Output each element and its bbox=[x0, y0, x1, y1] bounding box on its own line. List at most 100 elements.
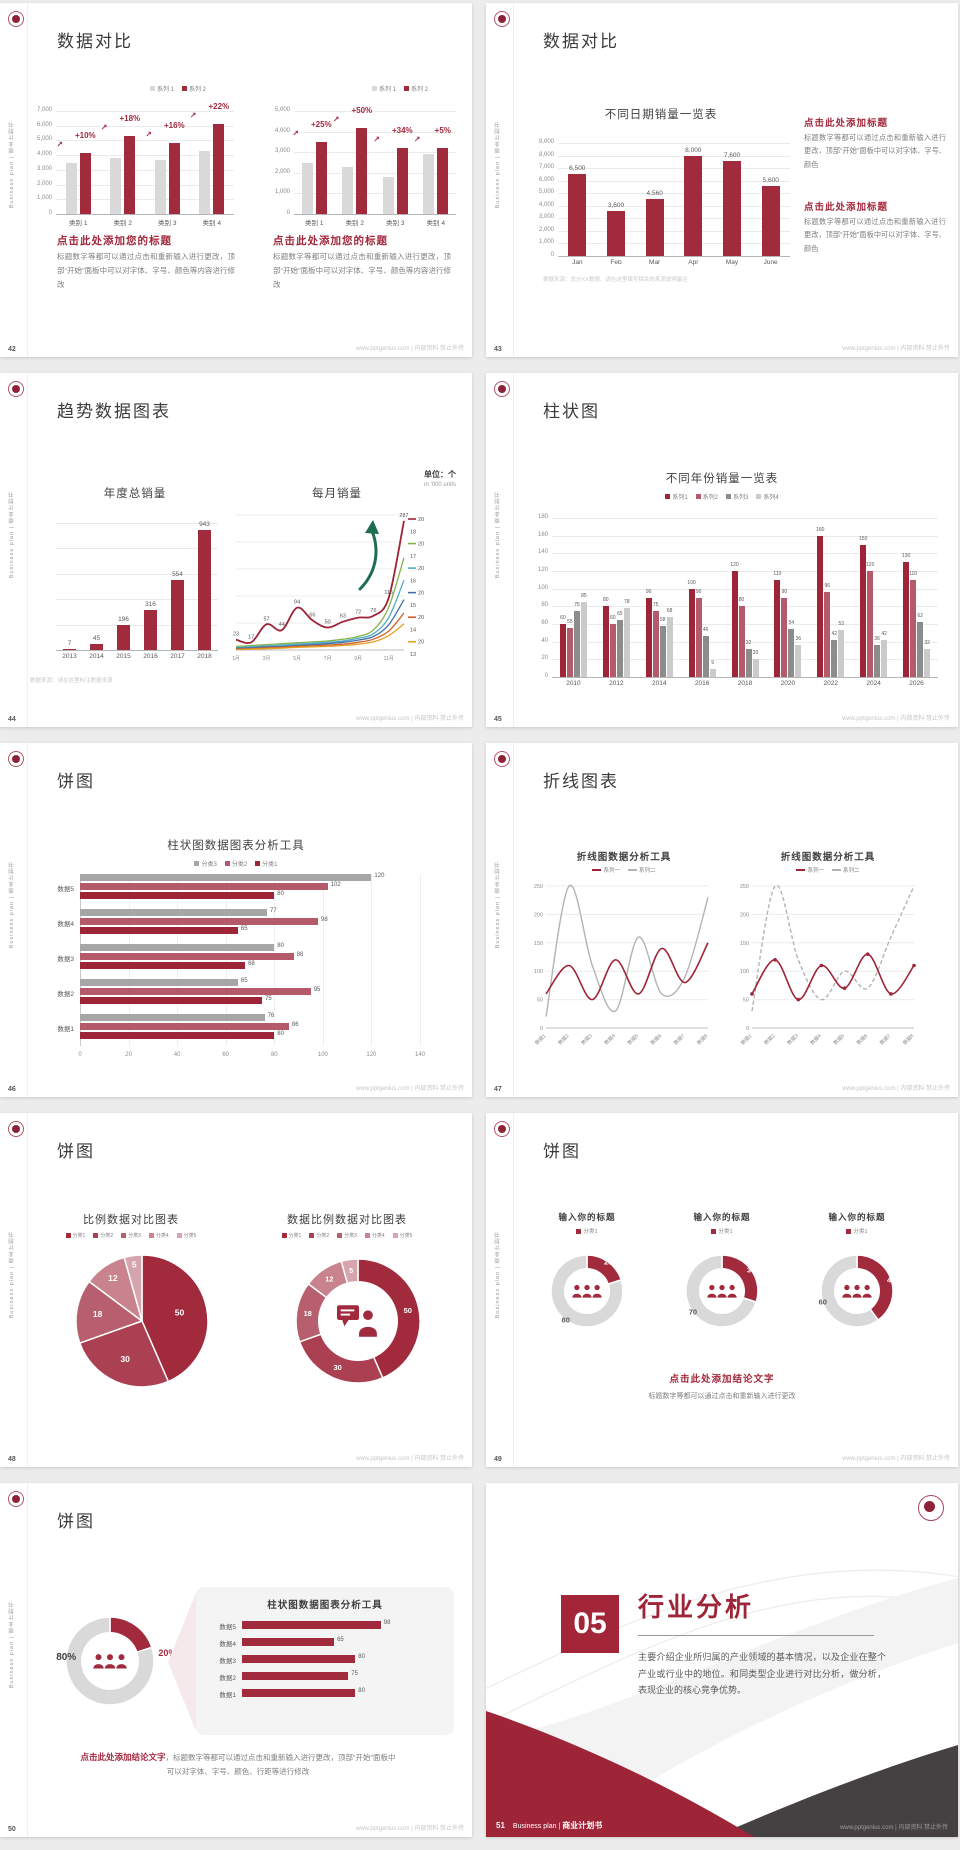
page-number: 48 bbox=[8, 1456, 16, 1463]
svg-text:94: 94 bbox=[294, 600, 300, 606]
svg-text:18: 18 bbox=[410, 529, 416, 535]
panel-bar-chart: 数据5 98 数据4 65 数据3 80 数据2 75 数据1 80 bbox=[219, 1620, 391, 1699]
chart-title: 折线图数据分析工具 bbox=[576, 852, 672, 863]
svg-text:数据4: 数据4 bbox=[809, 1032, 823, 1046]
svg-text:100: 100 bbox=[534, 969, 543, 975]
sales-bar-chart: 9,000 8,000 7,000 6,000 5,000 4,000 3,000 2,000… bbox=[532, 129, 792, 269]
growth-arrow-icon bbox=[358, 520, 379, 591]
sidebar-divider bbox=[27, 1113, 28, 1467]
data-source-note: 数据来源：请在这里标注数据来源 bbox=[30, 678, 113, 684]
unit-label: 单位：个 bbox=[424, 470, 456, 479]
section-number: 05 bbox=[561, 1595, 619, 1653]
svg-text:20: 20 bbox=[418, 591, 424, 597]
wave-background bbox=[486, 1569, 958, 1837]
slide-title: 折线图表 bbox=[543, 772, 619, 791]
annual-sales-bar-chart: 7 45 196 316 554 943 2013 2014 2015 2016 2017 2018 bbox=[52, 511, 220, 663]
footer-brand: 51 Business plan | 商业计划书 bbox=[496, 1821, 603, 1830]
slide-title: 趋势数据图表 bbox=[57, 402, 171, 421]
section-title: 行业分析 bbox=[638, 1592, 755, 1622]
slide-45[interactable]: Business plan | 商业计划书 柱状图 不同年份销量一览表 系列1 系… bbox=[486, 373, 958, 727]
svg-text:116: 116 bbox=[384, 590, 393, 596]
svg-text:70: 70 bbox=[689, 1308, 697, 1317]
conclusion-body: 标题数字等都可以通过点击和重新输入进行更改 bbox=[648, 1393, 796, 1400]
sidebar-divider bbox=[513, 3, 514, 357]
donut-chart: 40 60 bbox=[807, 1241, 907, 1341]
slide-46[interactable]: Business plan | 商业计划书 饼图 柱状图数据图表分析工具 分类3… bbox=[0, 743, 472, 1097]
bar-chart-right: 5,000 4,000 3,000 2,000 1,000 0 +25% ↗ +50% ↗ +34%… bbox=[268, 99, 458, 227]
slide-title: 饼图 bbox=[57, 1512, 95, 1531]
brand-logo-icon bbox=[494, 11, 510, 27]
page-number: 44 bbox=[8, 716, 16, 723]
brand-logo-icon bbox=[8, 1491, 24, 1507]
slide-43[interactable]: Business plan | 商业计划书 数据对比 不同日期销量一览表 9,0… bbox=[486, 3, 958, 357]
footer-watermark: www.pptgenius.com | 内部资料 禁止外传 bbox=[356, 716, 464, 722]
slide-44[interactable]: Business plan | 商业计划书 趋势数据图表 单位：个 in '00… bbox=[0, 373, 472, 727]
slide-title: 数据对比 bbox=[57, 32, 133, 51]
svg-text:20: 20 bbox=[418, 566, 424, 572]
slide-51[interactable]: 05 行业分析 主要介绍企业所归属的产业领域的基本情况，以及企业在整个产业或行业… bbox=[486, 1483, 958, 1837]
chart-title: 不同年份销量一览表 bbox=[665, 473, 779, 485]
slide-50[interactable]: Business plan | 商业计划书 饼图 80% 20% 柱状图数据图表分… bbox=[0, 1483, 472, 1837]
svg-text:150: 150 bbox=[534, 941, 543, 947]
brand-logo-icon bbox=[494, 1121, 510, 1137]
chart-title: 数据比例数据对比图表 bbox=[287, 1214, 407, 1226]
svg-text:数据5: 数据5 bbox=[832, 1032, 846, 1046]
svg-text:18: 18 bbox=[93, 1309, 103, 1319]
chart-title: 柱状图数据图表分析工具 bbox=[167, 840, 305, 852]
page-number: 47 bbox=[494, 1086, 502, 1093]
footer-watermark: www.pptgenius.com | 内部资料 禁止外传 bbox=[356, 1456, 464, 1462]
svg-text:15: 15 bbox=[410, 603, 416, 609]
svg-text:5: 5 bbox=[349, 1266, 353, 1275]
svg-text:数据7: 数据7 bbox=[672, 1032, 686, 1046]
unit-title: 输入你的标题 bbox=[828, 1212, 886, 1222]
page-number: 51 bbox=[496, 1821, 505, 1830]
brand-logo-icon bbox=[8, 1121, 24, 1137]
svg-text:1月: 1月 bbox=[232, 656, 240, 662]
chart-legend: 分类1 分类2 分类3 分类4 分类5 bbox=[244, 1232, 450, 1239]
brand-logo-icon bbox=[918, 1495, 944, 1521]
svg-text:12: 12 bbox=[108, 1273, 118, 1283]
svg-text:数据6: 数据6 bbox=[855, 1032, 869, 1046]
page-number: 46 bbox=[8, 1086, 16, 1093]
svg-text:0: 0 bbox=[540, 1026, 543, 1032]
chart-legend: 系列 1 系列 2 bbox=[368, 84, 432, 93]
sidebar-caption: Business plan | 商业计划书 bbox=[9, 491, 15, 579]
sidebar-caption: Business plan | 商业计划书 bbox=[9, 1601, 15, 1689]
svg-text:57: 57 bbox=[263, 616, 269, 622]
svg-text:13: 13 bbox=[410, 652, 416, 658]
grouped-bar-chart: 180 160 140 120 100 80 60 40 20 0 60 80 90 100 120 110 1… bbox=[526, 506, 940, 690]
svg-text:250: 250 bbox=[534, 884, 543, 890]
conclusion-heading: 点击此处添加结论文字 bbox=[80, 1752, 166, 1762]
chart-title: 年度总销量 bbox=[103, 488, 167, 500]
footer-watermark: www.pptgenius.com | 内部资料 禁止外传 bbox=[842, 346, 950, 352]
sidebar-caption: Business plan | 商业计划书 bbox=[495, 1231, 501, 1319]
brand-logo-icon bbox=[8, 751, 24, 767]
footer-watermark: www.pptgenius.com | 内部资料 禁止外传 bbox=[842, 1086, 950, 1092]
conclusion-text: 点击此处添加结论文字，标题数字等都可以通过点击和重新输入进行更改，顶部“开始”面… bbox=[80, 1749, 396, 1780]
callout-triangle bbox=[168, 1593, 196, 1731]
svg-text:5: 5 bbox=[132, 1259, 137, 1269]
svg-text:30: 30 bbox=[120, 1354, 130, 1364]
data-source-note: 数据来源：总分XX数据，请在这里填写相关的来源说明备注 bbox=[543, 277, 688, 283]
block-heading: 点击此处添加标题 bbox=[804, 202, 889, 213]
svg-text:17: 17 bbox=[248, 634, 254, 640]
svg-text:50: 50 bbox=[404, 1306, 412, 1315]
slide-49[interactable]: Business plan | 商业计划书 饼图 输入你的标题 输入你的标题 输… bbox=[486, 1113, 958, 1467]
svg-text:63: 63 bbox=[340, 614, 346, 620]
sidebar-divider bbox=[513, 1113, 514, 1467]
sidebar-caption: Business plan | 商业计划书 bbox=[495, 121, 501, 209]
chart-legend: 分类1 bbox=[792, 1227, 922, 1235]
footer-watermark: www.pptgenius.com | 内部资料 禁止外传 bbox=[356, 1826, 464, 1832]
sidebar-caption: Business plan | 商业计划书 bbox=[9, 1231, 15, 1319]
sidebar-caption: Business plan | 商业计划书 bbox=[495, 491, 501, 579]
svg-text:44: 44 bbox=[279, 622, 285, 628]
slide-48[interactable]: Business plan | 商业计划书 饼图 比例数据对比图表 分类1 分类2… bbox=[0, 1113, 472, 1467]
chart-legend: 系列一 系列二 bbox=[736, 866, 920, 874]
slide-47[interactable]: Business plan | 商业计划书 折线图表 折线图数据分析工具 折线图… bbox=[486, 743, 958, 1097]
block-heading: 点击此处添加您的标题 bbox=[273, 235, 388, 247]
sidebar-divider bbox=[27, 1483, 28, 1837]
svg-text:数据1: 数据1 bbox=[533, 1032, 547, 1046]
svg-text:数据5: 数据5 bbox=[626, 1032, 640, 1046]
slide-42[interactable]: Business plan | 商业计划书 数据对比 系列 1 系列 2 系列 1… bbox=[0, 3, 472, 357]
sidebar-caption: Business plan | 商业计划书 bbox=[495, 861, 501, 949]
